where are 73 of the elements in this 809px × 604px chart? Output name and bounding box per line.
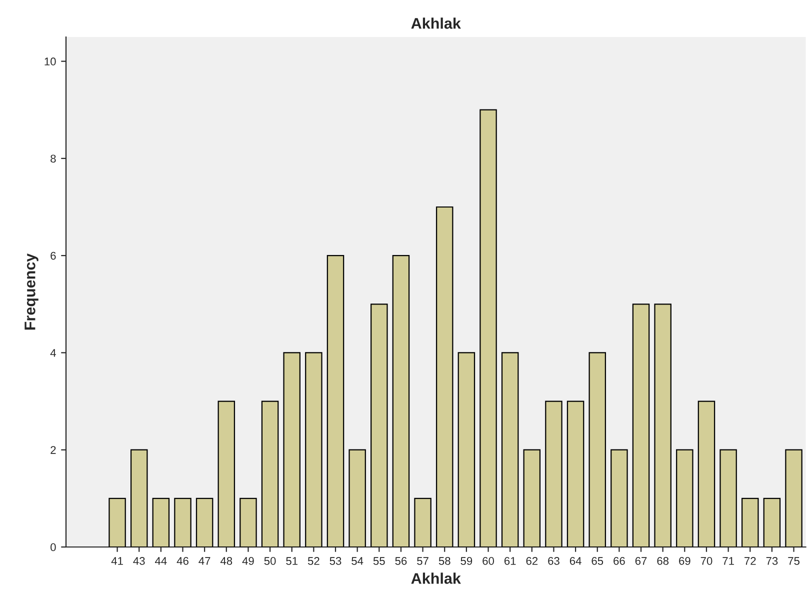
bar bbox=[196, 498, 214, 547]
y-tick-label: 2 bbox=[50, 446, 56, 454]
x-tick-label: 50 bbox=[264, 557, 276, 565]
bar bbox=[370, 304, 388, 547]
bar bbox=[698, 400, 716, 547]
x-tick-label: 71 bbox=[722, 557, 734, 565]
x-tick-label: 75 bbox=[788, 557, 800, 565]
bar bbox=[240, 498, 257, 547]
x-tick-label: 46 bbox=[176, 557, 188, 565]
y-tick-label: 4 bbox=[50, 349, 56, 357]
bar bbox=[152, 498, 170, 547]
bar bbox=[436, 206, 454, 547]
y-tick-label: 0 bbox=[50, 543, 56, 552]
x-tick-label: 57 bbox=[417, 557, 428, 565]
bar bbox=[523, 449, 541, 547]
x-tick-label: 52 bbox=[308, 557, 320, 565]
x-tick-label: 44 bbox=[155, 557, 167, 565]
chart-title: Akhlak bbox=[411, 18, 461, 29]
bar bbox=[326, 255, 344, 547]
y-tick-label: 10 bbox=[44, 58, 56, 66]
x-tick-label: 53 bbox=[330, 557, 342, 565]
y-tick-label: 6 bbox=[50, 252, 56, 260]
x-tick-label: 73 bbox=[766, 557, 778, 565]
x-tick-label: 54 bbox=[352, 557, 364, 565]
x-tick-label: 49 bbox=[242, 557, 254, 565]
x-tick-label: 41 bbox=[111, 557, 123, 565]
bar bbox=[174, 498, 192, 547]
bar bbox=[545, 400, 562, 547]
x-tick-label: 47 bbox=[198, 557, 210, 565]
bar bbox=[348, 449, 366, 547]
bar bbox=[283, 352, 300, 547]
bar bbox=[610, 449, 628, 547]
x-tick-label: 69 bbox=[679, 557, 690, 565]
bar bbox=[763, 498, 781, 547]
x-tick-label: 51 bbox=[286, 557, 298, 565]
x-tick-label: 63 bbox=[548, 557, 560, 565]
x-tick-label: 64 bbox=[570, 557, 582, 565]
bar bbox=[218, 400, 236, 547]
bar bbox=[632, 304, 650, 547]
x-tick-label: 66 bbox=[614, 557, 625, 565]
x-tick-label: 55 bbox=[373, 557, 385, 565]
bar bbox=[654, 304, 672, 547]
x-tick-label: 58 bbox=[438, 557, 450, 565]
bar bbox=[305, 352, 322, 547]
bar bbox=[566, 400, 584, 547]
x-tick-label: 65 bbox=[592, 557, 604, 565]
x-tick-label: 56 bbox=[395, 557, 407, 565]
bar bbox=[720, 449, 737, 547]
y-axis-title: Frequency bbox=[24, 253, 38, 330]
x-axis-title: Akhlak bbox=[411, 572, 461, 584]
bar bbox=[392, 255, 410, 547]
bar bbox=[261, 400, 279, 547]
bar bbox=[588, 352, 606, 547]
bar bbox=[501, 352, 519, 547]
x-tick-label: 72 bbox=[744, 557, 756, 565]
x-tick-label: 43 bbox=[133, 557, 145, 565]
x-tick-label: 48 bbox=[220, 557, 232, 565]
bar bbox=[785, 449, 802, 547]
bar bbox=[480, 109, 497, 547]
y-tick-label: 8 bbox=[50, 154, 56, 163]
bar bbox=[741, 498, 759, 547]
bar bbox=[414, 498, 432, 547]
x-tick-label: 70 bbox=[700, 557, 712, 565]
bar bbox=[676, 449, 694, 547]
x-tick-label: 68 bbox=[657, 557, 669, 565]
x-tick-label: 61 bbox=[504, 557, 516, 565]
x-tick-label: 59 bbox=[460, 557, 472, 565]
x-tick-label: 67 bbox=[635, 557, 647, 565]
bar bbox=[130, 449, 148, 547]
bar bbox=[108, 498, 126, 547]
x-tick-label: 60 bbox=[482, 557, 494, 565]
bar bbox=[458, 352, 476, 547]
x-tick-label: 62 bbox=[526, 557, 538, 565]
